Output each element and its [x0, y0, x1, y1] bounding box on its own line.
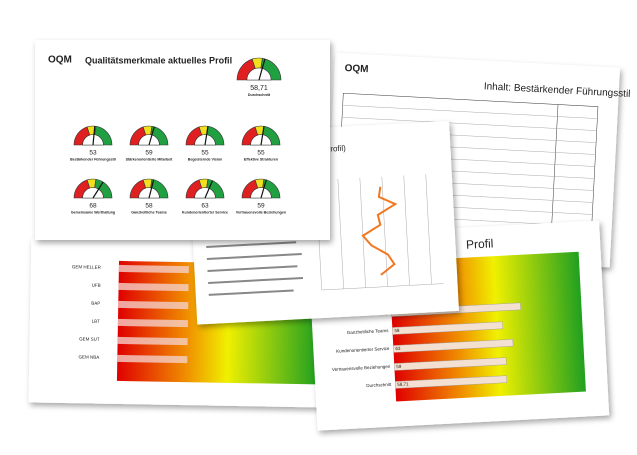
title: Profil [466, 236, 494, 251]
row-label: BAP [91, 301, 100, 306]
row-label: Durchschnitt [366, 382, 392, 388]
gauge-needle [148, 179, 155, 199]
bar-value: 58,71 [397, 381, 409, 387]
row-bar [117, 354, 188, 364]
text-lines [206, 241, 304, 296]
row-label: GEM HELLER [72, 264, 102, 270]
gauge-hub [250, 134, 272, 146]
row-bar [118, 300, 189, 310]
gauge-needle [204, 180, 214, 199]
gauge-label: Stärkenorientierte Mitarbeit [126, 157, 174, 161]
row-label: UFB [92, 283, 101, 288]
gauge-hub [194, 187, 216, 199]
gauge-label: Begeisternde Vision [188, 157, 223, 161]
toc-row [342, 105, 598, 119]
logo: OQM [48, 55, 72, 66]
gauge-label: Bestärkender Führungsstil [70, 157, 116, 161]
gauge-value: 59 [257, 203, 265, 210]
gauge-value: 58,71 [250, 85, 268, 92]
gauge-needle [260, 126, 265, 146]
gauge-needle [204, 126, 209, 146]
row-bar [117, 336, 188, 346]
bar [392, 321, 503, 335]
gauge-label: Kundenorientierter Service [182, 210, 228, 214]
gauge-hub [194, 134, 216, 146]
gauge-needle [148, 126, 155, 146]
gauge-value: 59 [145, 150, 153, 157]
gauge-value: 68 [89, 203, 97, 210]
gauge-hub [138, 187, 160, 199]
row-label: Ganzheitliche Teams [347, 328, 390, 335]
gauge-hub [250, 187, 272, 199]
gauge-value: 58 [145, 203, 153, 210]
row-bar [117, 318, 188, 328]
bar-value: 63 [395, 346, 401, 351]
row-bar [118, 264, 189, 274]
row-label: GEM NBA [79, 354, 100, 359]
logo: OQM [344, 63, 368, 75]
bar [394, 375, 508, 389]
gauge-hub [138, 134, 160, 146]
gauge-label: Vertrauensvolle Beziehungen [236, 210, 286, 214]
row-label: Kundenorientierter Service [336, 346, 390, 354]
gauge-hub [246, 67, 272, 81]
row-bar [118, 282, 189, 292]
title: Qualitätsmerkmale aktuelles Profil [85, 55, 232, 65]
toc-row [342, 116, 597, 131]
gauge-value: 53 [89, 150, 97, 157]
gauge-needle [260, 179, 267, 199]
gauge-needle [92, 126, 96, 146]
gauge-label: Gemeinsame Werthaltung [71, 210, 115, 214]
row-label: GEM SUT [79, 336, 100, 341]
gauge-needle [92, 181, 104, 199]
gauge-label: Effektive Strukturen [244, 157, 278, 161]
gauge-value: 55 [257, 150, 265, 157]
gauge-value: 63 [201, 203, 209, 210]
gauge-label: Durchschnitt [248, 93, 271, 97]
gauge-needle [258, 58, 266, 81]
bar [393, 357, 507, 371]
profile-page: OQM Qualitätsmerkmale aktuelles Profil 5… [35, 40, 330, 240]
bar-value: 59 [396, 364, 402, 369]
bar [393, 339, 514, 353]
row-label: Vertrauensvolle Beziehungen [332, 364, 391, 372]
gauge-label: Ganzheitliche Teams [131, 210, 166, 214]
bar-value: 58 [394, 328, 400, 333]
profile-line [361, 186, 398, 276]
row-label: LBT [92, 319, 101, 324]
gauge-value: 55 [201, 150, 209, 157]
